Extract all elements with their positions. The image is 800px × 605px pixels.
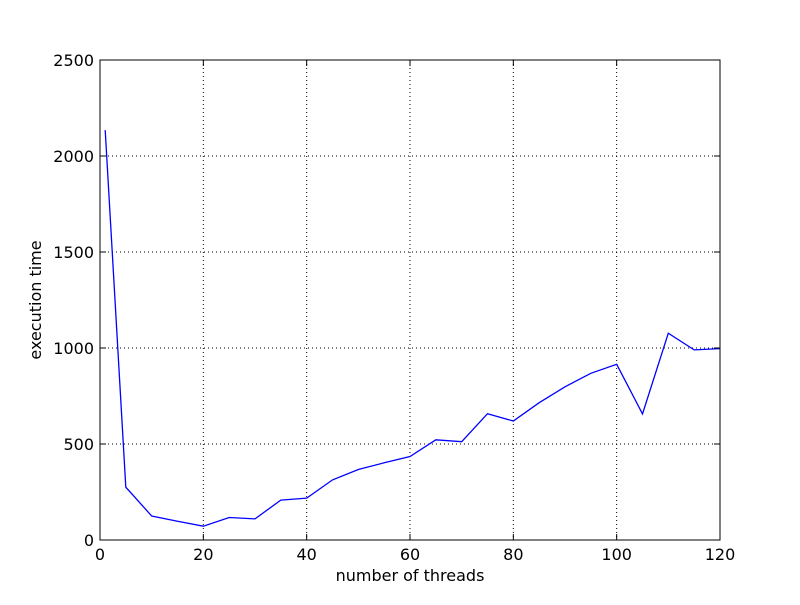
data-point — [358, 469, 359, 470]
data-point — [409, 456, 410, 457]
data-point — [694, 349, 695, 350]
data-point — [642, 413, 643, 414]
x-tick-label: 60 — [400, 545, 420, 564]
x-tick-label: 0 — [95, 545, 105, 564]
data-point — [435, 439, 436, 440]
axis-ticks — [99, 59, 721, 541]
series-layer — [104, 129, 721, 527]
data-point — [668, 333, 669, 334]
data-point — [177, 521, 178, 522]
data-point — [125, 487, 126, 488]
data-point — [616, 364, 617, 365]
data-point — [151, 515, 152, 516]
series-line — [104, 130, 721, 527]
y-tick-label: 1000 — [53, 339, 94, 358]
data-point — [332, 479, 333, 480]
data-point — [280, 499, 281, 500]
x-tick-label: 20 — [193, 545, 213, 564]
x-tick-label: 40 — [296, 545, 316, 564]
y-tick-label: 0 — [84, 531, 94, 550]
x-tick-label: 80 — [503, 545, 523, 564]
data-point — [564, 386, 565, 387]
x-tick-label: 120 — [705, 545, 736, 564]
y-tick-label: 2000 — [53, 147, 94, 166]
data-point — [105, 129, 106, 130]
data-point — [590, 373, 591, 374]
data-point — [229, 517, 230, 518]
data-point — [203, 526, 204, 527]
data-point — [461, 441, 462, 442]
data-point — [539, 402, 540, 403]
grid-lines — [100, 60, 720, 540]
data-point — [487, 413, 488, 414]
data-point — [306, 498, 307, 499]
y-tick-label: 500 — [63, 435, 94, 454]
y-tick-label: 2500 — [53, 51, 94, 70]
y-tick-label: 1500 — [53, 243, 94, 262]
data-point — [254, 518, 255, 519]
x-axis-label: number of threads — [336, 566, 485, 585]
y-axis-label: execution time — [26, 240, 45, 359]
data-point — [384, 462, 385, 463]
data-point — [513, 420, 514, 421]
x-tick-label: 100 — [601, 545, 632, 564]
tick-labels: 0 20 40 60 80 100 120 0 500 1000 1500 2000 2500 — [53, 51, 735, 564]
